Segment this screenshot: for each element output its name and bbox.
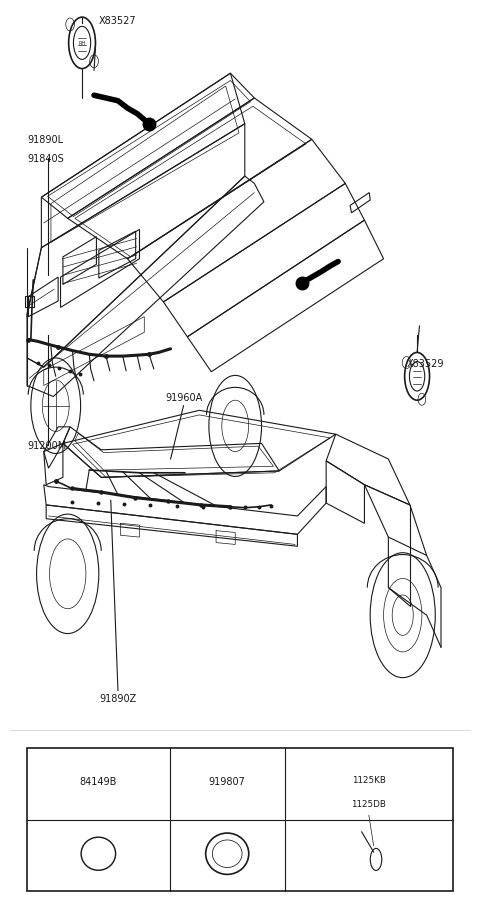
Text: 91960A: 91960A bbox=[165, 393, 202, 403]
Text: 91200M: 91200M bbox=[27, 441, 66, 450]
Text: X83527: X83527 bbox=[99, 16, 137, 26]
Text: 1125KB: 1125KB bbox=[352, 776, 386, 784]
Text: 91890Z: 91890Z bbox=[99, 693, 137, 703]
Bar bbox=[27, 749, 453, 891]
Text: 1125DB: 1125DB bbox=[351, 800, 386, 809]
Text: 84149B: 84149B bbox=[80, 777, 117, 787]
Text: RH: RH bbox=[79, 41, 85, 46]
Text: 91840S: 91840S bbox=[27, 153, 64, 164]
Text: 91890L: 91890L bbox=[27, 135, 63, 145]
Text: X83529: X83529 bbox=[407, 358, 444, 369]
Text: 919807: 919807 bbox=[209, 777, 246, 787]
Bar bbox=[24, 297, 34, 308]
